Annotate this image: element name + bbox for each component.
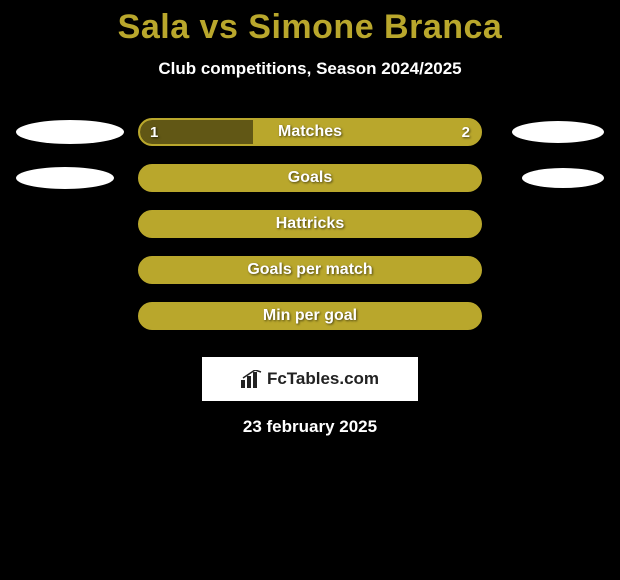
stat-row: 1 Matches 2 [0, 109, 620, 155]
stat-label: Min per goal [140, 304, 480, 328]
logo-box: FcTables.com [202, 357, 418, 401]
stat-row: Goals per match [0, 247, 620, 293]
player-left-marker [16, 167, 114, 189]
player-right-marker [512, 121, 604, 143]
stat-bar: Goals [138, 164, 482, 192]
stat-bar: Min per goal [138, 302, 482, 330]
comparison-subtitle: Club competitions, Season 2024/2025 [0, 59, 620, 79]
stat-right-value: 2 [462, 120, 470, 144]
fctables-logo: FcTables.com [241, 369, 379, 389]
stat-label: Matches [140, 120, 480, 144]
stat-bar: Hattricks [138, 210, 482, 238]
stat-row: Goals [0, 155, 620, 201]
stat-label: Hattricks [140, 212, 480, 236]
player-left-marker [16, 120, 124, 144]
stat-label: Goals [140, 166, 480, 190]
stat-label: Goals per match [140, 258, 480, 282]
stat-row: Hattricks [0, 201, 620, 247]
stat-row: Min per goal [0, 293, 620, 339]
snapshot-date: 23 february 2025 [0, 417, 620, 437]
stat-rows: 1 Matches 2 Goals Hattricks [0, 109, 620, 339]
stat-bar: Goals per match [138, 256, 482, 284]
stat-bar: 1 Matches 2 [138, 118, 482, 146]
comparison-title: Sala vs Simone Branca [0, 0, 620, 47]
bars-icon [241, 370, 263, 388]
player-right-marker [522, 168, 604, 188]
logo-text: FcTables.com [267, 369, 379, 389]
